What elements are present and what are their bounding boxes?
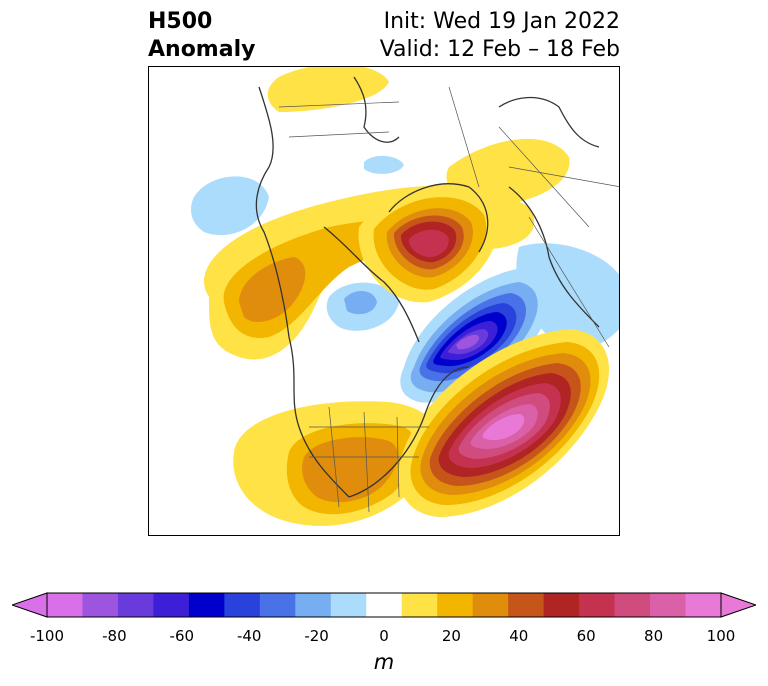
colorbar-swatch [614,593,651,617]
bering-ridge [267,67,389,112]
colorbar-unit-label: m [373,650,395,674]
colorbar-tick-label: 100 [706,627,736,645]
colorbar-swatch [153,593,190,617]
arctic-low [326,282,399,331]
conus-ridge [233,401,437,526]
arctic-low-north [364,155,404,174]
colorbar-swatch [685,593,722,617]
title-right: Init: Wed 19 Jan 2022 Valid: 12 Feb – 18 … [380,8,620,64]
init-date: Init: Wed 19 Jan 2022 [383,9,620,34]
borders [278,86,619,513]
north-atlantic-ridge [398,329,609,517]
colorbar-swatch [47,593,83,617]
coastlines [255,76,600,498]
colorbar [12,592,756,618]
colorbar-tick-label: -80 [102,627,127,645]
colorbar-swatch [259,593,296,617]
valid-range: Valid: 12 Feb – 18 Feb [379,37,620,62]
colorbar-swatch [366,593,403,617]
colorbar-swatch [295,593,332,617]
colorbar-tick-label: -100 [29,627,65,645]
colorbar-swatch [401,593,438,617]
title-left: H500 Anomaly [148,8,255,64]
colorbar-swatch [543,593,580,617]
colorbar-swatch [330,593,367,617]
colorbar-swatch [579,593,616,617]
colorbar-tick-label: -40 [236,627,262,645]
colorbar-tick-label: -20 [304,627,329,645]
colorbar-swatch [188,593,225,617]
greenland-ridge [358,184,498,303]
colorbar-tick-label: 40 [509,627,529,645]
colorbar-tick-label: 20 [441,627,461,645]
colorbar-tick-label: 80 [644,627,664,645]
colorbar-swatch [508,593,545,617]
anomaly-map [191,67,619,526]
colorbar-frame [46,592,722,618]
colorbar-swatch [117,593,154,617]
colorbar-swatch [224,593,261,617]
colorbar-swatch [472,593,509,617]
eastern-canada-trough [400,267,552,403]
colorbar-extend-low [12,592,48,618]
title-type: Anomaly [148,37,256,62]
colorbar-swatch [650,593,687,617]
title-field: H500 [148,9,213,34]
map-panel [148,66,620,536]
colorbar-swatch [437,593,474,617]
colorbar-tick-label: 60 [576,627,596,645]
colorbar-tick-label: -60 [169,627,195,645]
northeast-pacific-low [191,176,269,236]
colorbar-tick-label: 0 [379,627,389,645]
colorbar-extend-high [720,592,756,618]
colorbar-swatch [82,593,119,617]
